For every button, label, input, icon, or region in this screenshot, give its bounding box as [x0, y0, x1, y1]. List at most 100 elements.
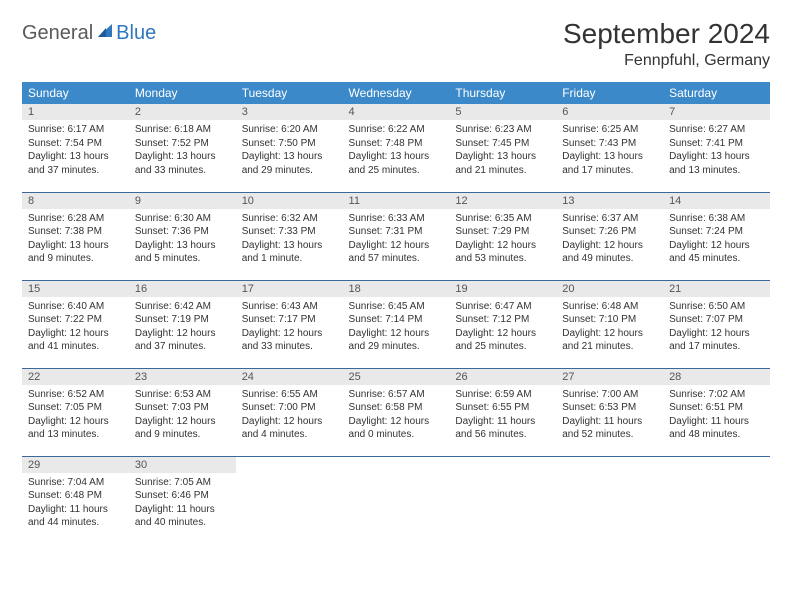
daylight-text: Daylight: 13 hours	[28, 239, 123, 253]
sunset-text: Sunset: 7:29 PM	[455, 225, 550, 239]
week-row: 8Sunrise: 6:28 AMSunset: 7:38 PMDaylight…	[22, 192, 770, 280]
day-cell: 9Sunrise: 6:30 AMSunset: 7:36 PMDaylight…	[129, 192, 236, 280]
sunrise-text: Sunrise: 6:35 AM	[455, 212, 550, 226]
sunrise-text: Sunrise: 6:18 AM	[135, 123, 230, 137]
sunrise-text: Sunrise: 6:43 AM	[242, 300, 337, 314]
logo-text-general: General	[22, 22, 93, 45]
daylight-text: Daylight: 13 hours	[455, 150, 550, 164]
daylight-text: Daylight: 12 hours	[669, 327, 764, 341]
header: General Blue September 2024 Fennpfuhl, G…	[22, 18, 770, 70]
daylight-text: and 9 minutes.	[135, 428, 230, 442]
day-body: Sunrise: 6:53 AMSunset: 7:03 PMDaylight:…	[129, 385, 236, 446]
sunset-text: Sunset: 7:45 PM	[455, 137, 550, 151]
week-row: 29Sunrise: 7:04 AMSunset: 6:48 PMDayligh…	[22, 456, 770, 544]
sunset-text: Sunset: 6:46 PM	[135, 489, 230, 503]
day-number: 19	[449, 281, 556, 297]
day-header: Monday	[129, 82, 236, 104]
day-body: Sunrise: 6:28 AMSunset: 7:38 PMDaylight:…	[22, 209, 129, 270]
sunrise-text: Sunrise: 6:37 AM	[562, 212, 657, 226]
day-body: Sunrise: 6:55 AMSunset: 7:00 PMDaylight:…	[236, 385, 343, 446]
day-header: Sunday	[22, 82, 129, 104]
sunrise-text: Sunrise: 6:57 AM	[349, 388, 444, 402]
daylight-text: Daylight: 11 hours	[135, 503, 230, 517]
daylight-text: and 17 minutes.	[562, 164, 657, 178]
sunset-text: Sunset: 7:22 PM	[28, 313, 123, 327]
sunset-text: Sunset: 6:58 PM	[349, 401, 444, 415]
day-header: Thursday	[449, 82, 556, 104]
daylight-text: Daylight: 12 hours	[562, 239, 657, 253]
daylight-text: and 37 minutes.	[28, 164, 123, 178]
sunrise-text: Sunrise: 6:23 AM	[455, 123, 550, 137]
day-cell: 27Sunrise: 7:00 AMSunset: 6:53 PMDayligh…	[556, 368, 663, 456]
day-cell: 4Sunrise: 6:22 AMSunset: 7:48 PMDaylight…	[343, 104, 450, 192]
sunrise-text: Sunrise: 6:48 AM	[562, 300, 657, 314]
day-body: Sunrise: 6:23 AMSunset: 7:45 PMDaylight:…	[449, 120, 556, 181]
day-header: Tuesday	[236, 82, 343, 104]
sunrise-text: Sunrise: 6:55 AM	[242, 388, 337, 402]
day-number: 5	[449, 104, 556, 120]
daylight-text: Daylight: 12 hours	[135, 415, 230, 429]
sunrise-text: Sunrise: 6:52 AM	[28, 388, 123, 402]
daylight-text: Daylight: 13 hours	[28, 150, 123, 164]
day-body: Sunrise: 6:42 AMSunset: 7:19 PMDaylight:…	[129, 297, 236, 358]
day-number: 20	[556, 281, 663, 297]
sunset-text: Sunset: 7:50 PM	[242, 137, 337, 151]
daylight-text: and 56 minutes.	[455, 428, 550, 442]
logo-text-blue: Blue	[116, 22, 156, 45]
day-cell: 23Sunrise: 6:53 AMSunset: 7:03 PMDayligh…	[129, 368, 236, 456]
daylight-text: Daylight: 11 hours	[28, 503, 123, 517]
logo-sail-icon	[96, 22, 114, 45]
day-body: Sunrise: 6:25 AMSunset: 7:43 PMDaylight:…	[556, 120, 663, 181]
day-cell: 18Sunrise: 6:45 AMSunset: 7:14 PMDayligh…	[343, 280, 450, 368]
day-body: Sunrise: 7:02 AMSunset: 6:51 PMDaylight:…	[663, 385, 770, 446]
sunrise-text: Sunrise: 6:38 AM	[669, 212, 764, 226]
day-cell: 6Sunrise: 6:25 AMSunset: 7:43 PMDaylight…	[556, 104, 663, 192]
sunrise-text: Sunrise: 6:33 AM	[349, 212, 444, 226]
day-number: 1	[22, 104, 129, 120]
day-cell: 20Sunrise: 6:48 AMSunset: 7:10 PMDayligh…	[556, 280, 663, 368]
day-cell: 10Sunrise: 6:32 AMSunset: 7:33 PMDayligh…	[236, 192, 343, 280]
day-cell: 17Sunrise: 6:43 AMSunset: 7:17 PMDayligh…	[236, 280, 343, 368]
sunrise-text: Sunrise: 6:40 AM	[28, 300, 123, 314]
sunrise-text: Sunrise: 6:25 AM	[562, 123, 657, 137]
day-cell	[663, 456, 770, 544]
sunset-text: Sunset: 7:10 PM	[562, 313, 657, 327]
sunset-text: Sunset: 7:00 PM	[242, 401, 337, 415]
day-body: Sunrise: 6:32 AMSunset: 7:33 PMDaylight:…	[236, 209, 343, 270]
daylight-text: Daylight: 12 hours	[455, 327, 550, 341]
day-cell: 22Sunrise: 6:52 AMSunset: 7:05 PMDayligh…	[22, 368, 129, 456]
day-header: Friday	[556, 82, 663, 104]
sunrise-text: Sunrise: 6:47 AM	[455, 300, 550, 314]
daylight-text: Daylight: 12 hours	[349, 239, 444, 253]
day-body: Sunrise: 6:37 AMSunset: 7:26 PMDaylight:…	[556, 209, 663, 270]
daylight-text: Daylight: 12 hours	[28, 327, 123, 341]
day-body: Sunrise: 6:20 AMSunset: 7:50 PMDaylight:…	[236, 120, 343, 181]
day-body: Sunrise: 6:48 AMSunset: 7:10 PMDaylight:…	[556, 297, 663, 358]
day-cell: 7Sunrise: 6:27 AMSunset: 7:41 PMDaylight…	[663, 104, 770, 192]
day-cell: 29Sunrise: 7:04 AMSunset: 6:48 PMDayligh…	[22, 456, 129, 544]
day-number: 26	[449, 369, 556, 385]
daylight-text: Daylight: 13 hours	[242, 150, 337, 164]
day-body: Sunrise: 6:47 AMSunset: 7:12 PMDaylight:…	[449, 297, 556, 358]
daylight-text: and 53 minutes.	[455, 252, 550, 266]
day-number: 27	[556, 369, 663, 385]
day-number: 16	[129, 281, 236, 297]
day-number: 15	[22, 281, 129, 297]
daylight-text: and 52 minutes.	[562, 428, 657, 442]
sunrise-text: Sunrise: 7:00 AM	[562, 388, 657, 402]
daylight-text: and 45 minutes.	[669, 252, 764, 266]
day-number: 12	[449, 193, 556, 209]
daylight-text: Daylight: 12 hours	[562, 327, 657, 341]
day-header: Saturday	[663, 82, 770, 104]
day-body: Sunrise: 6:43 AMSunset: 7:17 PMDaylight:…	[236, 297, 343, 358]
sunset-text: Sunset: 7:05 PM	[28, 401, 123, 415]
daylight-text: and 44 minutes.	[28, 516, 123, 530]
sunset-text: Sunset: 7:14 PM	[349, 313, 444, 327]
sunset-text: Sunset: 6:48 PM	[28, 489, 123, 503]
sunset-text: Sunset: 7:24 PM	[669, 225, 764, 239]
sunset-text: Sunset: 7:12 PM	[455, 313, 550, 327]
day-cell: 11Sunrise: 6:33 AMSunset: 7:31 PMDayligh…	[343, 192, 450, 280]
day-cell: 25Sunrise: 6:57 AMSunset: 6:58 PMDayligh…	[343, 368, 450, 456]
sunrise-text: Sunrise: 6:28 AM	[28, 212, 123, 226]
day-number: 29	[22, 457, 129, 473]
